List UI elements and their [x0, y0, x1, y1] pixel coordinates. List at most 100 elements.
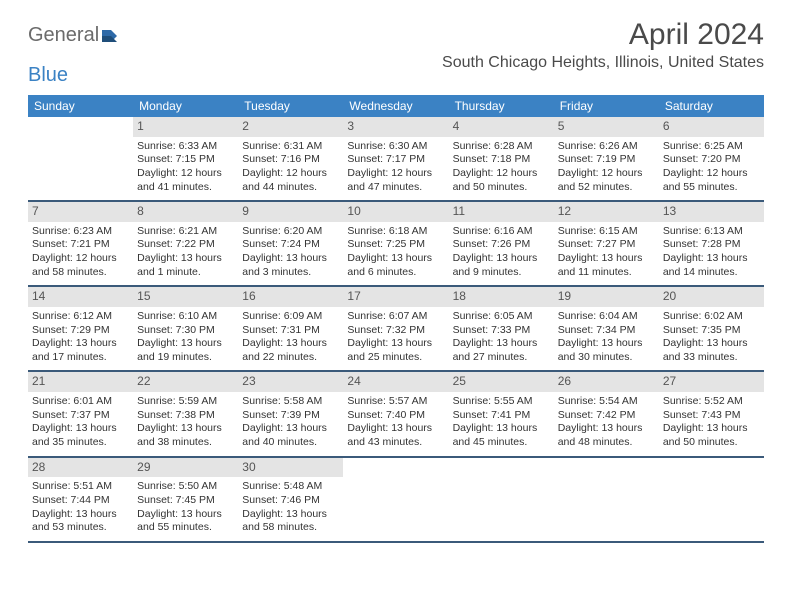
sunset-line: Sunset: 7:24 PM [242, 238, 339, 252]
daylight-line: Daylight: 13 hours and 3 minutes. [242, 252, 339, 279]
sunset-line: Sunset: 7:39 PM [242, 409, 339, 423]
sunrise-line: Sunrise: 6:09 AM [242, 310, 339, 324]
day-number: 26 [554, 372, 659, 392]
daylight-line: Daylight: 13 hours and 22 minutes. [242, 337, 339, 364]
day-cell: 15Sunrise: 6:10 AMSunset: 7:30 PMDayligh… [133, 287, 238, 370]
sunrise-line: Sunrise: 5:55 AM [453, 395, 550, 409]
week-row: 28Sunrise: 5:51 AMSunset: 7:44 PMDayligh… [28, 458, 764, 543]
day-number: 30 [238, 458, 343, 478]
daylight-line: Daylight: 13 hours and 50 minutes. [663, 422, 760, 449]
daylight-line: Daylight: 13 hours and 27 minutes. [453, 337, 550, 364]
sunrise-line: Sunrise: 6:12 AM [32, 310, 129, 324]
day-cell: 11Sunrise: 6:16 AMSunset: 7:26 PMDayligh… [449, 202, 554, 285]
day-number: 18 [449, 287, 554, 307]
day-number: 11 [449, 202, 554, 222]
weekday-header: Thursday [449, 95, 554, 117]
sunset-line: Sunset: 7:30 PM [137, 324, 234, 338]
sunrise-line: Sunrise: 5:51 AM [32, 480, 129, 494]
day-cell: 30Sunrise: 5:48 AMSunset: 7:46 PMDayligh… [238, 458, 343, 541]
sunset-line: Sunset: 7:29 PM [32, 324, 129, 338]
day-number: 29 [133, 458, 238, 478]
day-number: 19 [554, 287, 659, 307]
day-cell: 12Sunrise: 6:15 AMSunset: 7:27 PMDayligh… [554, 202, 659, 285]
day-cell: 28Sunrise: 5:51 AMSunset: 7:44 PMDayligh… [28, 458, 133, 541]
sunrise-line: Sunrise: 6:28 AM [453, 140, 550, 154]
sunset-line: Sunset: 7:18 PM [453, 153, 550, 167]
daylight-line: Daylight: 13 hours and 9 minutes. [453, 252, 550, 279]
sunset-line: Sunset: 7:21 PM [32, 238, 129, 252]
day-number: 24 [343, 372, 448, 392]
daylight-line: Daylight: 12 hours and 52 minutes. [558, 167, 655, 194]
sunset-line: Sunset: 7:45 PM [137, 494, 234, 508]
day-number: 9 [238, 202, 343, 222]
day-number: 23 [238, 372, 343, 392]
weekday-header: Tuesday [238, 95, 343, 117]
calendar-grid: SundayMondayTuesdayWednesdayThursdayFrid… [28, 95, 764, 543]
day-number: 8 [133, 202, 238, 222]
sunrise-line: Sunrise: 6:30 AM [347, 140, 444, 154]
sunrise-line: Sunrise: 6:07 AM [347, 310, 444, 324]
day-cell: 20Sunrise: 6:02 AMSunset: 7:35 PMDayligh… [659, 287, 764, 370]
day-cell: 10Sunrise: 6:18 AMSunset: 7:25 PMDayligh… [343, 202, 448, 285]
weekday-header: Monday [133, 95, 238, 117]
day-number: 5 [554, 117, 659, 137]
daylight-line: Daylight: 12 hours and 47 minutes. [347, 167, 444, 194]
sunrise-line: Sunrise: 6:13 AM [663, 225, 760, 239]
daylight-line: Daylight: 13 hours and 25 minutes. [347, 337, 444, 364]
day-number: 1 [133, 117, 238, 137]
sunrise-line: Sunrise: 6:04 AM [558, 310, 655, 324]
sunset-line: Sunset: 7:16 PM [242, 153, 339, 167]
daylight-line: Daylight: 13 hours and 6 minutes. [347, 252, 444, 279]
daylight-line: Daylight: 13 hours and 14 minutes. [663, 252, 760, 279]
daylight-line: Daylight: 12 hours and 44 minutes. [242, 167, 339, 194]
day-number: 12 [554, 202, 659, 222]
sunrise-line: Sunrise: 6:26 AM [558, 140, 655, 154]
day-number: 10 [343, 202, 448, 222]
weekday-row: SundayMondayTuesdayWednesdayThursdayFrid… [28, 95, 764, 117]
day-cell: 8Sunrise: 6:21 AMSunset: 7:22 PMDaylight… [133, 202, 238, 285]
sunrise-line: Sunrise: 6:25 AM [663, 140, 760, 154]
daylight-line: Daylight: 13 hours and 19 minutes. [137, 337, 234, 364]
sunset-line: Sunset: 7:25 PM [347, 238, 444, 252]
daylight-line: Daylight: 12 hours and 41 minutes. [137, 167, 234, 194]
sunrise-line: Sunrise: 5:54 AM [558, 395, 655, 409]
day-cell: 6Sunrise: 6:25 AMSunset: 7:20 PMDaylight… [659, 117, 764, 200]
location: South Chicago Heights, Illinois, United … [442, 54, 764, 72]
daylight-line: Daylight: 13 hours and 11 minutes. [558, 252, 655, 279]
day-cell: 25Sunrise: 5:55 AMSunset: 7:41 PMDayligh… [449, 372, 554, 455]
sunset-line: Sunset: 7:37 PM [32, 409, 129, 423]
sunrise-line: Sunrise: 5:52 AM [663, 395, 760, 409]
month-title: April 2024 [442, 18, 764, 52]
day-cell: 18Sunrise: 6:05 AMSunset: 7:33 PMDayligh… [449, 287, 554, 370]
day-number: 28 [28, 458, 133, 478]
sunrise-line: Sunrise: 5:57 AM [347, 395, 444, 409]
day-cell: 5Sunrise: 6:26 AMSunset: 7:19 PMDaylight… [554, 117, 659, 200]
sunset-line: Sunset: 7:22 PM [137, 238, 234, 252]
day-cell: 16Sunrise: 6:09 AMSunset: 7:31 PMDayligh… [238, 287, 343, 370]
sunrise-line: Sunrise: 6:23 AM [32, 225, 129, 239]
day-cell: 3Sunrise: 6:30 AMSunset: 7:17 PMDaylight… [343, 117, 448, 200]
daylight-line: Daylight: 12 hours and 50 minutes. [453, 167, 550, 194]
day-cell: 29Sunrise: 5:50 AMSunset: 7:45 PMDayligh… [133, 458, 238, 541]
week-row: 14Sunrise: 6:12 AMSunset: 7:29 PMDayligh… [28, 287, 764, 372]
week-row: 7Sunrise: 6:23 AMSunset: 7:21 PMDaylight… [28, 202, 764, 287]
day-cell: 14Sunrise: 6:12 AMSunset: 7:29 PMDayligh… [28, 287, 133, 370]
weekday-header: Friday [554, 95, 659, 117]
daylight-line: Daylight: 13 hours and 43 minutes. [347, 422, 444, 449]
day-cell: 4Sunrise: 6:28 AMSunset: 7:18 PMDaylight… [449, 117, 554, 200]
weekday-header: Wednesday [343, 95, 448, 117]
sunrise-line: Sunrise: 5:59 AM [137, 395, 234, 409]
sunrise-line: Sunrise: 5:48 AM [242, 480, 339, 494]
sunset-line: Sunset: 7:28 PM [663, 238, 760, 252]
day-cell [28, 117, 133, 200]
logo-part1: General [28, 24, 99, 47]
daylight-line: Daylight: 13 hours and 40 minutes. [242, 422, 339, 449]
day-cell [449, 458, 554, 541]
sunset-line: Sunset: 7:44 PM [32, 494, 129, 508]
daylight-line: Daylight: 13 hours and 45 minutes. [453, 422, 550, 449]
day-cell [554, 458, 659, 541]
day-number: 20 [659, 287, 764, 307]
sunset-line: Sunset: 7:38 PM [137, 409, 234, 423]
day-cell: 13Sunrise: 6:13 AMSunset: 7:28 PMDayligh… [659, 202, 764, 285]
daylight-line: Daylight: 12 hours and 58 minutes. [32, 252, 129, 279]
